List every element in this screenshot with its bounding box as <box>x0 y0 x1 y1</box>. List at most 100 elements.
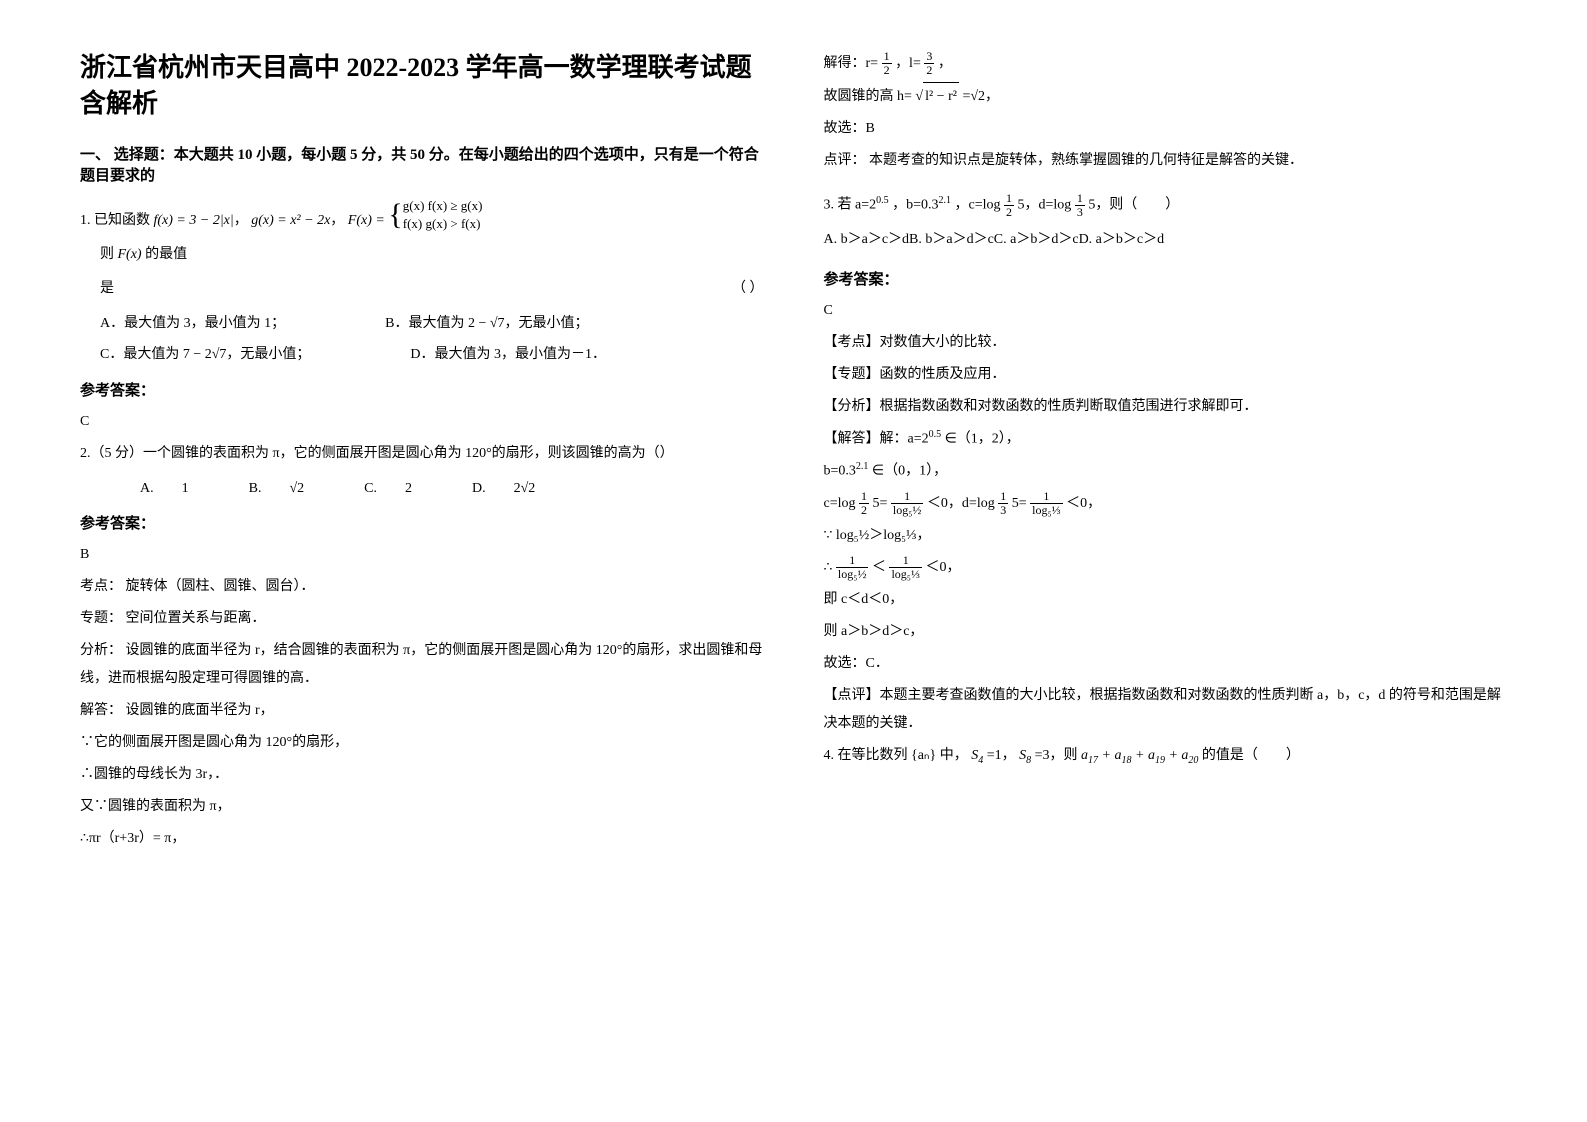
q3-a10: 则 a＞b＞d＞c， <box>824 618 1508 646</box>
q2-optA: A. 1 <box>140 474 189 505</box>
q3-a8a: ∴ <box>824 560 833 575</box>
left-column: 浙江省杭州市天目高中 2022-2023 学年高一数学理联考试题含解析 一、 选… <box>80 50 764 1072</box>
q3-a11: 故选：C． <box>824 650 1508 678</box>
q2-a8: ∴πr（r+3r）= π， <box>80 825 764 853</box>
q3-a2: 【专题】函数的性质及应用． <box>824 361 1508 389</box>
q3-sa: 3. 若 a=2 <box>824 198 877 213</box>
frac-half-1: 12 <box>1004 192 1014 219</box>
section-1-head: 一、 选择题：本大题共 10 小题，每小题 5 分，共 50 分。在每小题给出的… <box>80 143 764 185</box>
q1-optB: B．最大值为 2 − √7，无最小值； <box>385 309 588 340</box>
q3-a6: c=log 12 5= 1log₅½ ＜0，d=log 13 5= 1log₅⅓… <box>824 490 1508 518</box>
spacer <box>824 179 1508 191</box>
q3-sb: ，b=0.3 <box>892 198 938 213</box>
q3-a1: 【考点】对数值大小的比较． <box>824 329 1508 357</box>
q3-ans: C <box>824 297 1508 325</box>
q3-a6c: ＜0，d=log <box>927 496 995 511</box>
q2-optD: D. 2√2 <box>472 474 535 505</box>
q1-ans: C <box>80 408 764 436</box>
c2-r1a: 解得：r= <box>824 56 879 71</box>
q3-stem: 3. 若 a=20.5 ，b=0.32.1 ，c=log 12 5，d=log … <box>824 191 1508 220</box>
q4-sc: =3，则 <box>1035 748 1078 763</box>
q1-l2a: 则 <box>100 247 114 262</box>
q3-a7a: ∵ <box>824 528 833 543</box>
frac-log-2: 1log₅⅓ <box>1030 490 1063 517</box>
q2-a1: 考点： 旋转体（圆柱、圆锥、圆台）． <box>80 573 764 601</box>
q3-a5b: ∈（0，1）， <box>872 464 947 479</box>
q3-a8: ∴ 1log₅½ ＜ 1log₅⅓ ＜0， <box>824 554 1508 582</box>
c2-r3: 故选：B <box>824 115 1508 143</box>
q3-a9: 即 c＜d＜0， <box>824 586 1508 614</box>
q3-a12: 【点评】本题主要考查函数值的大小比较，根据指数函数和对数函数的性质判断 a，b，… <box>824 682 1508 738</box>
sqrt-expr: l² − r² <box>923 82 959 111</box>
q4-stem: 4. 在等比数列 {aₙ} 中， S4 =1， S8 =3，则 a17 + a1… <box>824 742 1508 771</box>
q1-optC: C．最大值为 7 − 2√7，无最小值； <box>100 340 310 371</box>
q3-a6d: 5= <box>1012 496 1027 511</box>
c2-r1b: ，l= <box>895 56 921 71</box>
frac-1-2: 12 <box>882 50 892 77</box>
q1-optA: A．最大值为 3，最小值为 1； <box>100 309 285 340</box>
q4-sa: 4. 在等比数列 {aₙ} 中， <box>824 748 968 763</box>
q3-sd: 5，d=log <box>1018 198 1072 213</box>
q3-sc: ，c=log <box>955 198 1001 213</box>
q2-optC: C. 2 <box>364 474 412 505</box>
q2-a7: 又∵圆锥的表面积为 π， <box>80 793 764 821</box>
q1-prefix: 1. 已知函数 <box>80 213 150 228</box>
q2-opts: A. 1 B. √2 C. 2 D. 2√2 <box>140 474 764 505</box>
q1-line3: 是 （ ） <box>100 275 764 303</box>
q1-gx: g(x) = x² − 2x <box>251 213 330 228</box>
frac-log-4: 1log₅⅓ <box>889 554 922 581</box>
q3-a6e: ＜0， <box>1066 496 1101 511</box>
c2-r1c: ， <box>938 56 952 71</box>
q3-a7: ∵ log₅½＞log₅⅓， <box>824 522 1508 550</box>
q2-a4: 解答： 设圆锥的底面半径为 r， <box>80 697 764 725</box>
q1-line2: 则 F(x) 的最值 <box>100 241 764 269</box>
c2-r4: 点评： 本题考查的知识点是旋转体，熟练掌握圆锥的几何特征是解答的关键． <box>824 147 1508 175</box>
c2-r2a: 故圆锥的高 h= <box>824 89 912 104</box>
q1-l2b: F(x) <box>118 247 142 262</box>
q1-Fx-label: F(x) = <box>348 213 385 228</box>
q4-sd: 的值是（ ） <box>1202 748 1300 763</box>
frac-third-2: 13 <box>998 490 1008 517</box>
q1-case1: g(x) f(x) ≥ g(x) <box>403 197 483 215</box>
q1-paren: （ ） <box>732 275 764 303</box>
q2-a6: ∴圆锥的母线长为 3r，． <box>80 761 764 789</box>
q3-a8b: ＜ <box>872 560 886 575</box>
frac-log-1: 1log₅½ <box>891 490 924 517</box>
q2-a2: 专题： 空间位置关系与距离． <box>80 605 764 633</box>
frac-3-2: 32 <box>924 50 934 77</box>
c2-r2: 故圆锥的高 h= √l² − r² =√2， <box>824 82 1508 111</box>
q3-a3: 【分析】根据指数函数和对数函数的性质判断取值范围进行求解即可． <box>824 393 1508 421</box>
q3-a6b: 5= <box>873 496 888 511</box>
q2-ans: B <box>80 541 764 569</box>
doc-title: 浙江省杭州市天目高中 2022-2023 学年高一数学理联考试题含解析 <box>80 50 764 123</box>
q3-a5: b=0.32.1 ∈（0，1）， <box>824 457 1508 486</box>
q2-a3: 分析： 设圆锥的底面半径为 r，结合圆锥的表面积为 π，它的侧面展开图是圆心角为… <box>80 637 764 693</box>
q4-sb: =1， <box>987 748 1016 763</box>
right-column: 解得：r= 12 ，l= 32 ， 故圆锥的高 h= √l² − r² =√2，… <box>824 50 1508 1072</box>
q3-a8c: ＜0， <box>925 560 960 575</box>
q1-stem: 1. 已知函数 f(x) = 3 − 2|x|， g(x) = x² − 2x，… <box>80 197 764 235</box>
q3-se: 5，则（ ） <box>1088 198 1179 213</box>
q3-ans-label: 参考答案： <box>824 268 1508 289</box>
q2-a5: ∵它的侧面展开图是圆心角为 120°的扇形， <box>80 729 764 757</box>
q1-fx: f(x) = 3 − 2|x| <box>154 213 234 228</box>
q2-stem: 2.（5 分）一个圆锥的表面积为 π，它的侧面展开图是圆心角为 120°的扇形，… <box>80 440 764 468</box>
c2-r1: 解得：r= 12 ，l= 32 ， <box>824 50 1508 78</box>
q1-optD: D．最大值为 3，最小值为－1． <box>410 340 606 371</box>
q4-s8: S8 <box>1019 748 1031 763</box>
frac-log-3: 1log₅½ <box>836 554 869 581</box>
q1-l3: 是 <box>100 275 114 303</box>
q4-s4: S4 <box>971 748 983 763</box>
q3-a4a: 【解答】解：a=2 <box>824 431 929 446</box>
q1-ans-label: 参考答案： <box>80 379 764 400</box>
brace-icon: { <box>388 200 402 230</box>
page: 浙江省杭州市天目高中 2022-2023 学年高一数学理联考试题含解析 一、 选… <box>0 0 1587 1122</box>
q2-ans-label: 参考答案： <box>80 512 764 533</box>
q3-a4: 【解答】解：a=20.5 ∈（1，2）， <box>824 425 1508 454</box>
frac-half-2: 12 <box>859 490 869 517</box>
q3-a5a: b=0.3 <box>824 464 856 479</box>
q3-a7b: log₅½＞log₅⅓ <box>836 528 917 543</box>
q1-cases: { g(x) f(x) ≥ g(x) f(x) g(x) > f(x) <box>388 197 482 233</box>
q1-opts: A．最大值为 3，最小值为 1； B．最大值为 2 − √7，无最小值； C．最… <box>80 309 764 371</box>
q4-sum: a17 + a18 + a19 + a20 <box>1081 748 1198 763</box>
